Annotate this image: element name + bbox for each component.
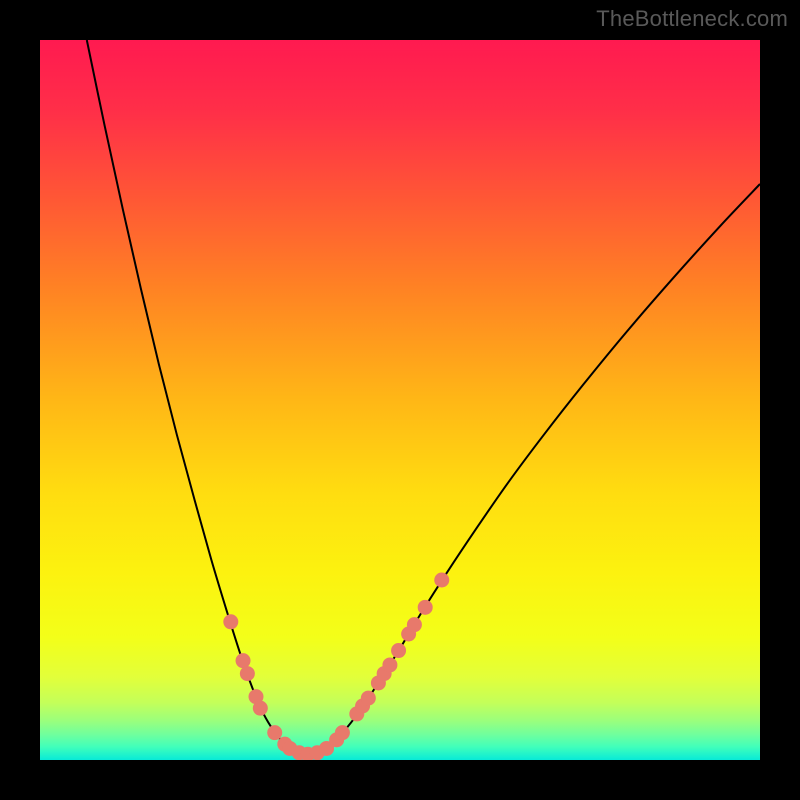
gradient-background — [40, 40, 760, 760]
plot-area — [40, 40, 760, 760]
watermark-text: TheBottleneck.com — [596, 6, 788, 32]
